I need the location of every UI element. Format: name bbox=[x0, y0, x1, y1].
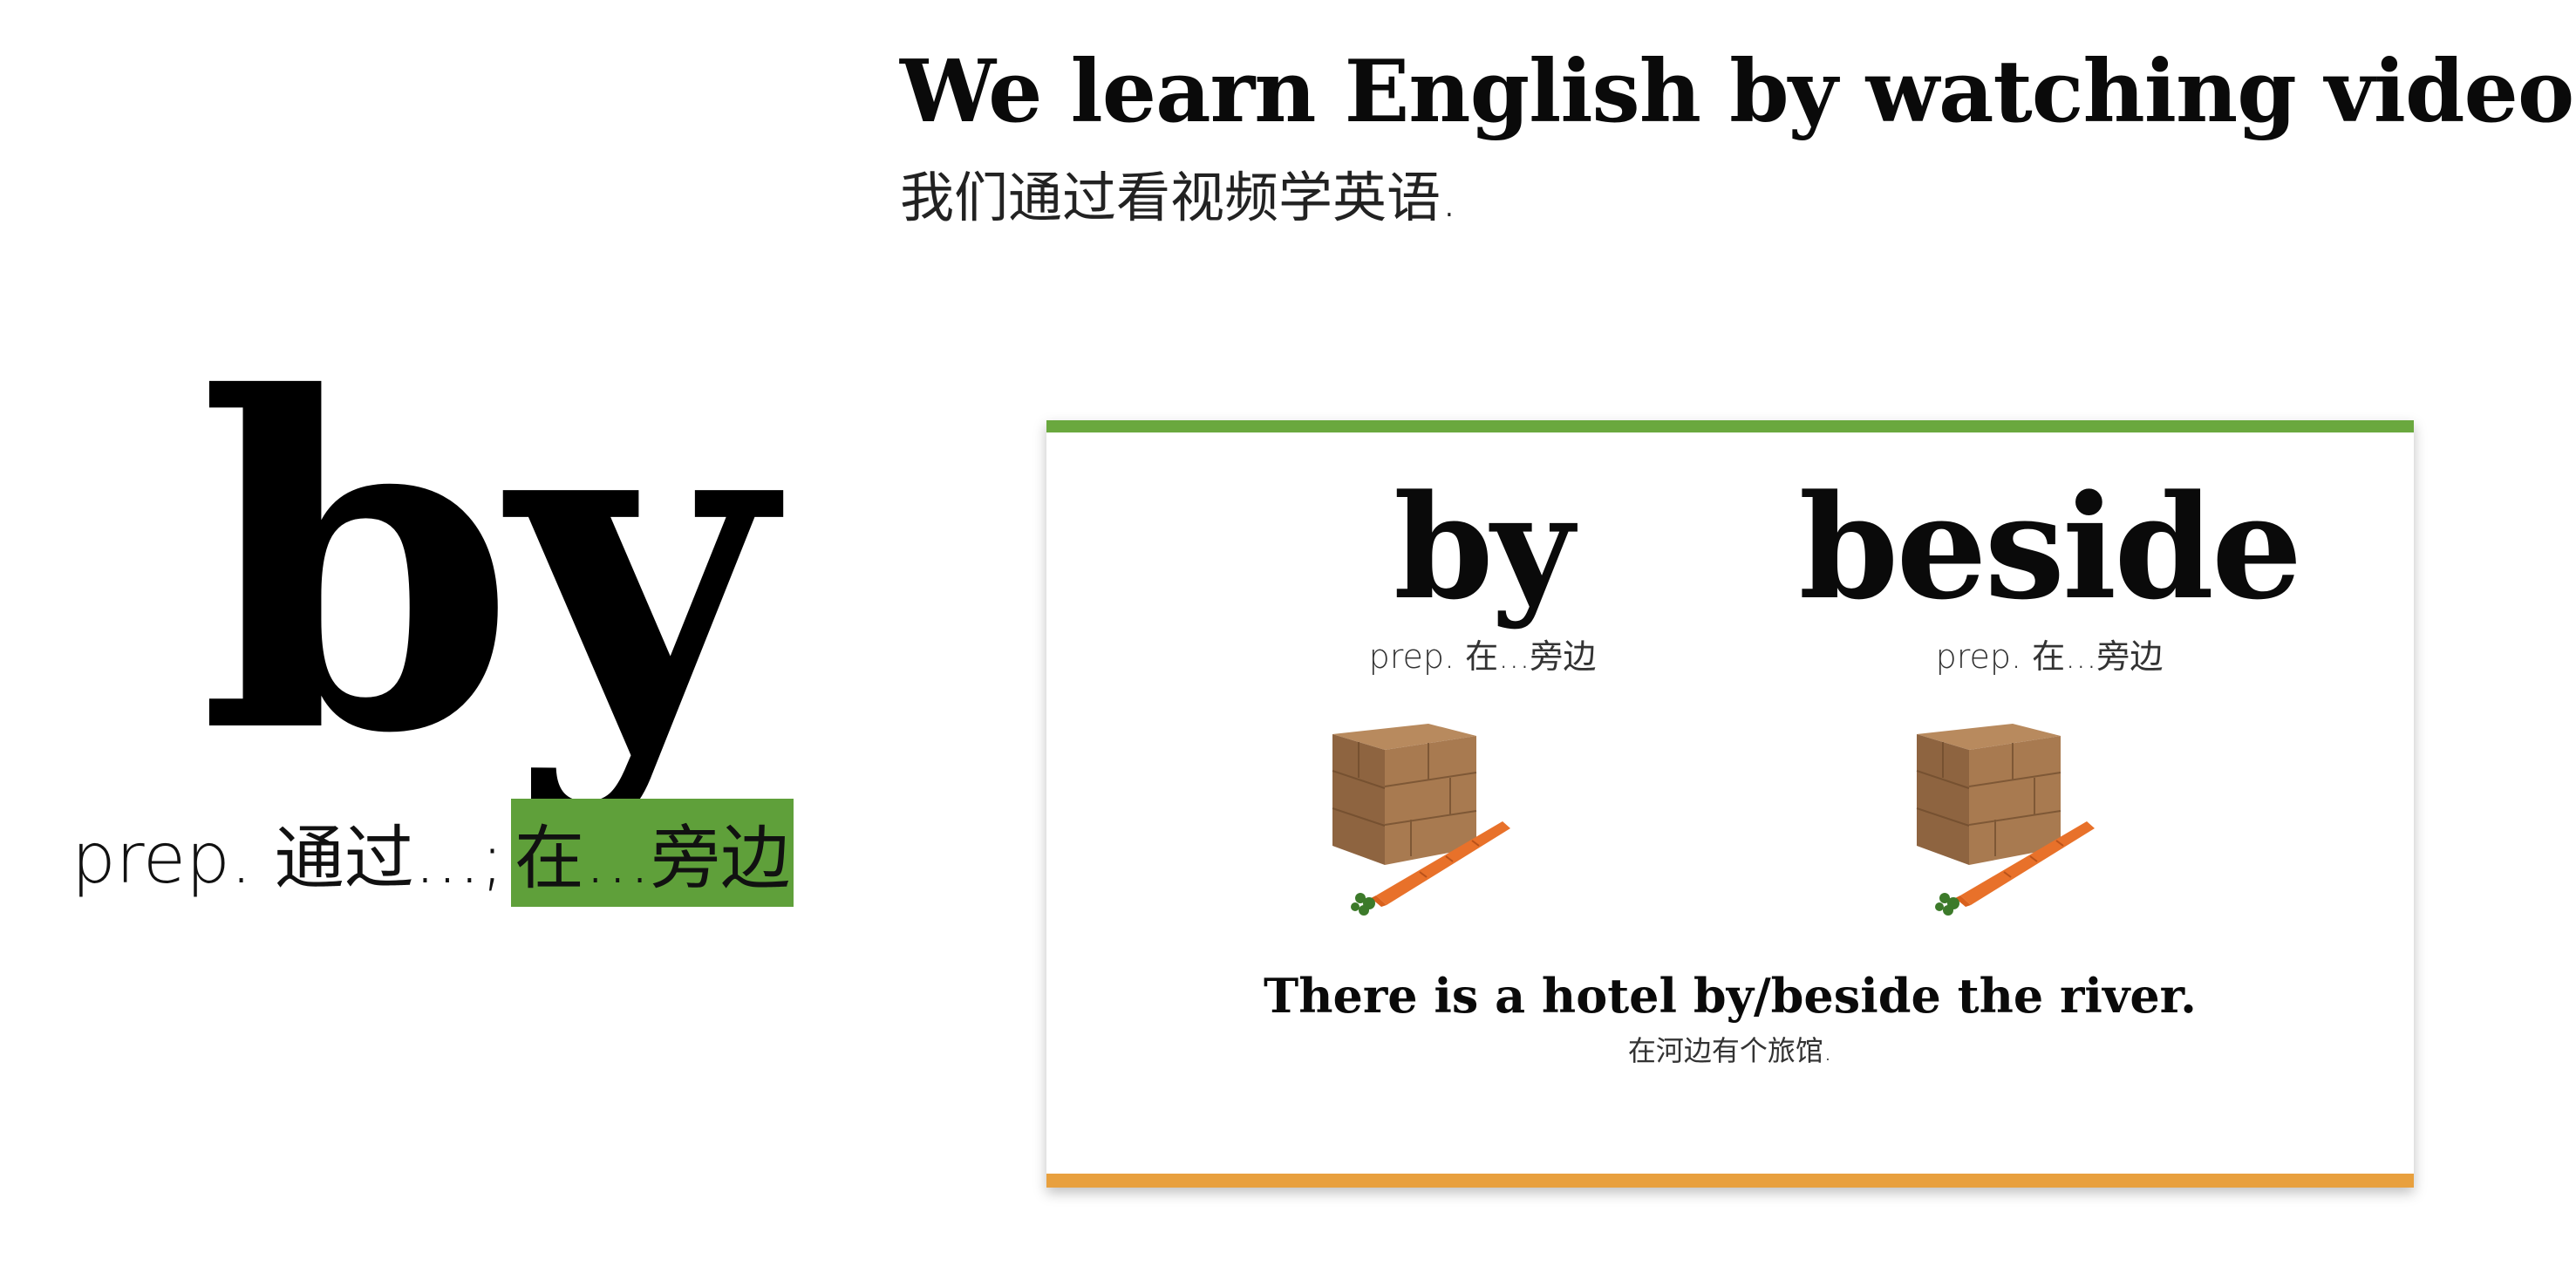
compare-word-by: by bbox=[1394, 463, 1574, 631]
card-example: There is a hotel by/beside the river. 在河… bbox=[1046, 968, 2414, 1069]
compare-column-beside: beside prep. 在...旁边 bbox=[1744, 463, 2355, 677]
definition-highlight: 在...旁边 bbox=[511, 799, 794, 907]
card-top-bar bbox=[1046, 420, 2414, 432]
compare-column-by: by prep. 在...旁边 bbox=[1308, 463, 1657, 677]
card-example-chinese: 在河边有个旅馆. bbox=[1627, 1034, 1833, 1067]
box-with-carrot-illustration bbox=[1332, 724, 1510, 916]
sentence-chinese: 我们通过看视频学英语. bbox=[900, 165, 1458, 229]
card-example-english: There is a hotel by/beside the river. bbox=[1264, 968, 2197, 1024]
definition-prefix: prep. 通过...; bbox=[72, 818, 505, 899]
compare-pos-beside: prep. 在...旁边 bbox=[1935, 637, 2164, 677]
vocab-definition: prep. 通过...; 在...旁边 bbox=[72, 799, 794, 907]
sentence-english: We learn English by watching videos. bbox=[900, 42, 2576, 142]
example-sentence: We learn English by watching videos. 我们通… bbox=[900, 42, 2576, 232]
vocab-word: by bbox=[199, 300, 773, 833]
card-bottom-bar bbox=[1046, 1174, 2414, 1188]
box-with-carrot-illustration bbox=[1916, 724, 2095, 916]
comparison-card: by prep. 在...旁边 beside prep. 在...旁边 bbox=[1046, 420, 2414, 1188]
compare-word-beside: beside bbox=[1798, 463, 2303, 631]
compare-pos-by: prep. 在...旁边 bbox=[1368, 637, 1597, 677]
